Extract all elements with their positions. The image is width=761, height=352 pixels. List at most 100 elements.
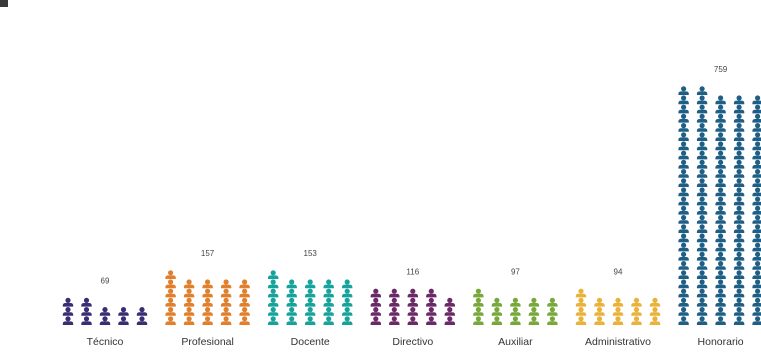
person-icon	[678, 270, 689, 279]
category-group-6	[678, 86, 761, 325]
person-icon	[389, 288, 400, 298]
person-icon	[752, 233, 761, 243]
person-icon	[733, 224, 745, 233]
person-icon	[733, 297, 745, 307]
person-icon	[183, 279, 195, 289]
person-icon	[575, 316, 587, 325]
person-icon	[268, 288, 279, 298]
person-icon	[202, 288, 213, 298]
value-label: 69	[101, 277, 110, 286]
person-icon	[323, 288, 334, 298]
person-icon	[752, 261, 761, 270]
person-icon	[678, 196, 689, 206]
person-icon	[752, 104, 761, 114]
person-icon	[99, 307, 111, 316]
value-label: 153	[304, 249, 318, 258]
person-icon	[733, 215, 745, 224]
person-icon	[696, 288, 708, 298]
person-icon	[370, 307, 381, 316]
person-icon	[305, 316, 316, 325]
person-icon	[202, 297, 213, 307]
person-icon	[389, 316, 400, 325]
value-label: 97	[511, 267, 520, 276]
person-icon	[733, 132, 745, 141]
person-icon	[715, 288, 726, 298]
person-icon	[733, 251, 745, 261]
person-icon	[165, 270, 176, 279]
person-icon	[696, 215, 708, 224]
person-icon	[696, 316, 708, 325]
person-icon	[678, 113, 689, 123]
person-icon	[715, 104, 726, 114]
person-icon	[733, 261, 745, 270]
value-label: 759	[714, 65, 728, 74]
person-icon	[715, 242, 726, 252]
person-icon	[678, 224, 689, 233]
category-label: Técnico	[87, 336, 124, 348]
person-icon	[715, 113, 726, 123]
person-icon	[407, 288, 418, 298]
person-icon	[715, 279, 726, 289]
person-icon	[407, 297, 418, 307]
person-icon	[752, 169, 761, 178]
person-icon	[342, 279, 353, 289]
person-icon	[696, 178, 708, 187]
person-icon	[426, 288, 437, 298]
person-icon	[733, 141, 745, 151]
person-icon	[733, 150, 745, 160]
person-icon	[323, 297, 334, 307]
category-group-1	[165, 270, 250, 325]
person-icon	[715, 178, 726, 187]
person-icon	[696, 196, 708, 206]
person-icon	[286, 316, 297, 325]
person-icon	[696, 132, 708, 141]
person-icon	[165, 288, 176, 298]
person-icon	[715, 205, 726, 215]
category-label: Directivo	[392, 336, 433, 348]
person-icon	[678, 95, 689, 105]
person-icon	[752, 297, 761, 307]
person-icon	[183, 307, 195, 316]
person-icon	[715, 215, 726, 224]
person-icon	[491, 307, 503, 316]
person-icon	[99, 316, 111, 325]
person-icon	[220, 279, 232, 289]
person-icon	[286, 288, 297, 298]
person-icon	[323, 316, 334, 325]
person-icon	[510, 307, 521, 316]
person-icon	[528, 307, 540, 316]
person-icon	[752, 123, 761, 132]
person-icon	[239, 288, 250, 298]
person-icon	[305, 279, 316, 289]
person-icon	[305, 288, 316, 298]
person-icon	[733, 178, 745, 187]
person-icon	[696, 224, 708, 233]
person-icon	[715, 233, 726, 243]
person-icon	[183, 316, 195, 325]
person-icon	[715, 132, 726, 141]
person-icon	[752, 279, 761, 289]
person-icon	[473, 316, 484, 325]
person-icon	[491, 316, 503, 325]
person-icon	[510, 297, 521, 307]
person-icon	[342, 288, 353, 298]
person-icon	[696, 233, 708, 243]
person-icon	[696, 123, 708, 132]
person-icon	[528, 297, 540, 307]
person-icon	[342, 307, 353, 316]
person-icon	[594, 316, 605, 325]
person-icon	[715, 95, 726, 105]
person-icon	[81, 297, 92, 307]
person-icon	[733, 95, 745, 105]
person-icon	[370, 297, 381, 307]
person-icon	[733, 307, 745, 316]
person-icon	[575, 288, 587, 298]
person-icon	[165, 279, 176, 289]
person-icon	[715, 141, 726, 151]
person-icon	[696, 159, 708, 169]
value-label: 116	[406, 267, 419, 276]
person-icon	[444, 307, 455, 316]
person-icon	[696, 187, 708, 197]
person-icon	[733, 123, 745, 132]
person-icon	[696, 86, 708, 95]
